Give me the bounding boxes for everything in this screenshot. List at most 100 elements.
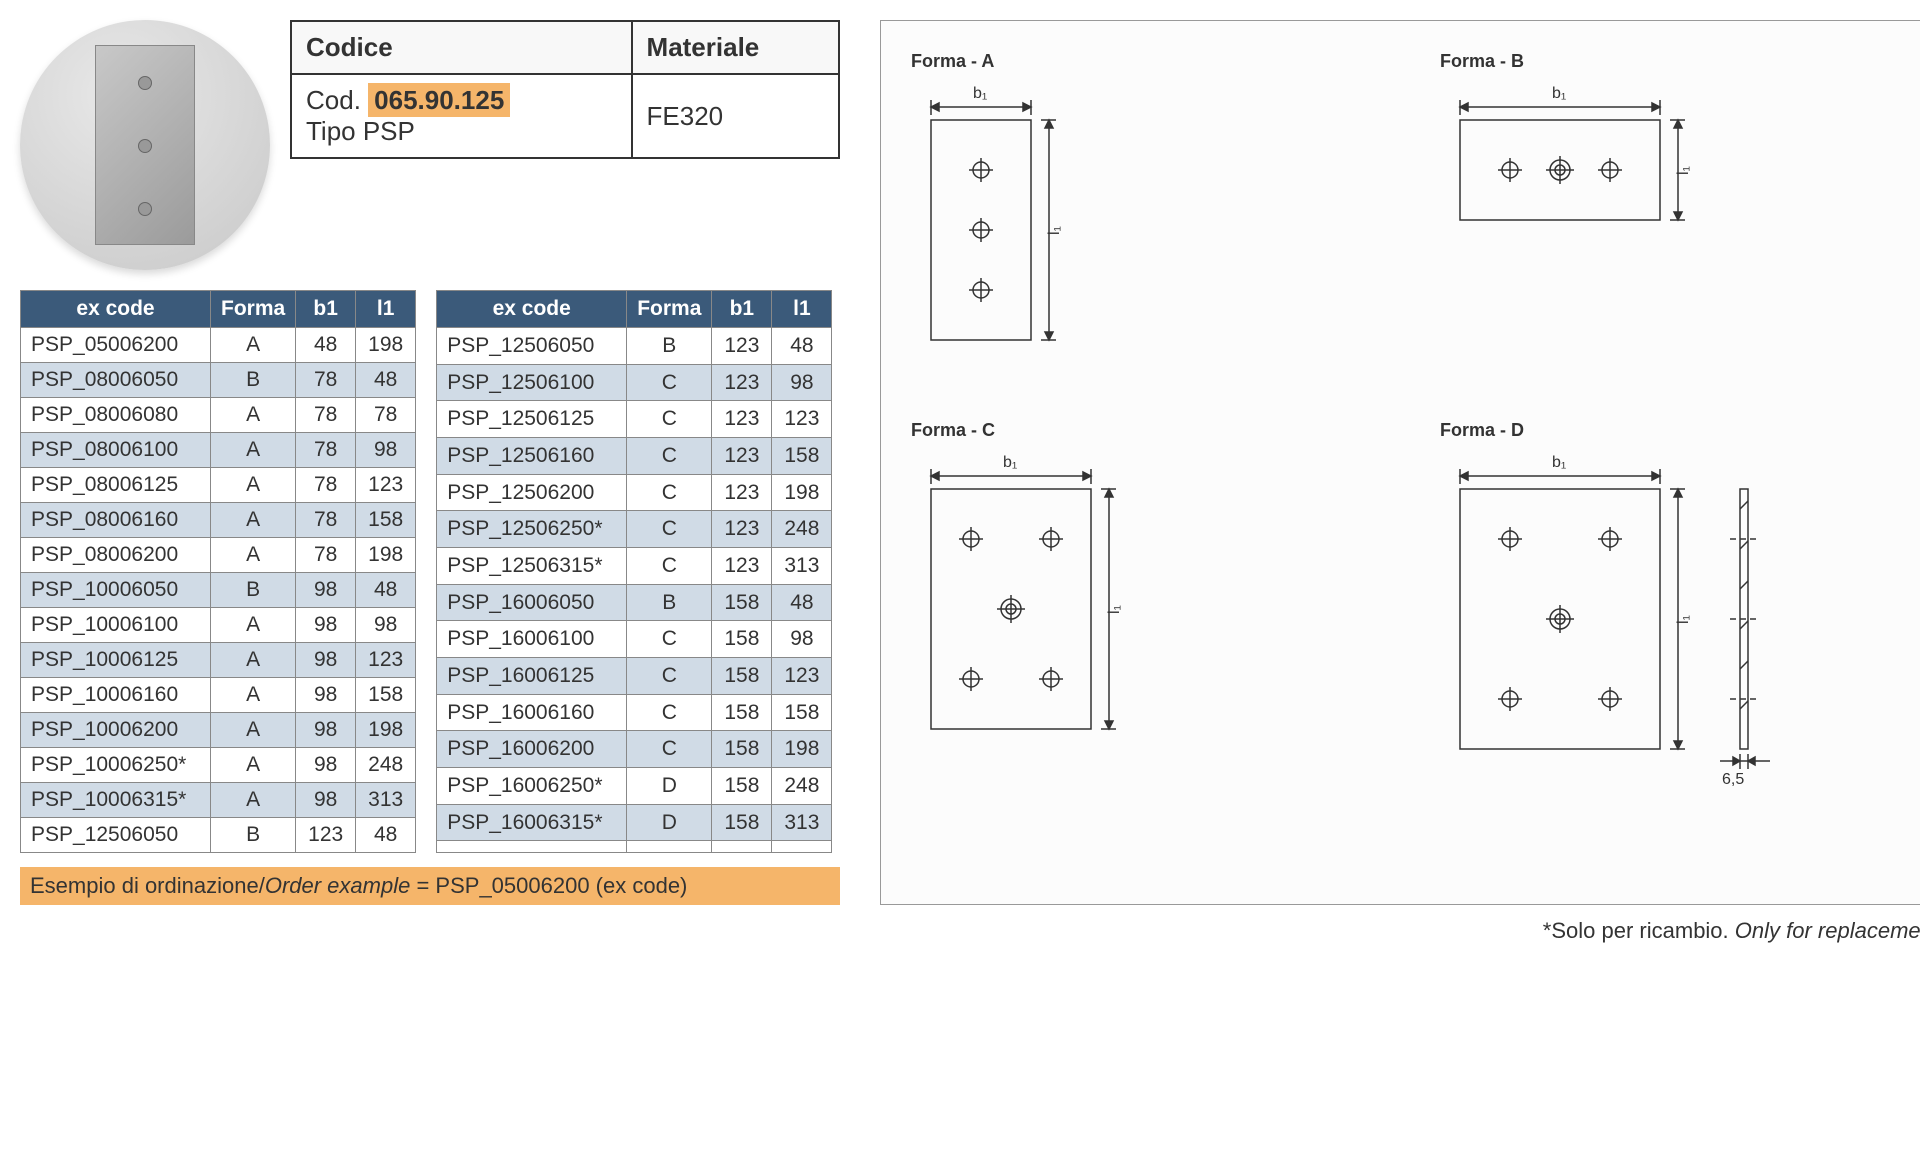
table-row: PSP_12506200C123198: [437, 474, 832, 511]
forma-c-diagram: Forma - C b₁: [911, 420, 1380, 789]
forma-a-l1: l₁: [1046, 226, 1063, 235]
table-row: PSP_16006200C158198: [437, 731, 832, 768]
cell-l1: 198: [772, 731, 832, 768]
cell-code: PSP_16006160: [437, 694, 627, 731]
cell-code: PSP_08006050: [21, 363, 211, 398]
cell-forma: A: [211, 398, 296, 433]
cell-forma: [627, 841, 712, 853]
forma-c-b1: b₁: [1003, 454, 1017, 471]
data-table-left: ex code Forma b1 l1 PSP_05006200A48198PS…: [20, 290, 416, 853]
cell-code: PSP_16006200: [437, 731, 627, 768]
cell-b1: 123: [712, 548, 772, 585]
table-row: PSP_10006160A98158: [21, 678, 416, 713]
cell-forma: D: [627, 768, 712, 805]
cell-l1: 158: [772, 438, 832, 475]
table-row: PSP_10006315*A98313: [21, 783, 416, 818]
cell-b1: 123: [712, 364, 772, 401]
cell-b1: 123: [712, 401, 772, 438]
cell-forma: A: [211, 713, 296, 748]
forma-d-diagram: Forma - D b₁: [1440, 420, 1909, 789]
cell-forma: C: [627, 401, 712, 438]
cell-forma: A: [211, 538, 296, 573]
forma-d-thickness: 6,5: [1722, 771, 1744, 788]
cell-l1: 98: [356, 433, 416, 468]
cell-b1: 123: [712, 328, 772, 365]
cell-forma: A: [211, 783, 296, 818]
cell-b1: 78: [296, 398, 356, 433]
cell-code: PSP_10006125: [21, 643, 211, 678]
table-row: PSP_16006250*D158248: [437, 768, 832, 805]
table-row: PSP_08006160A78158: [21, 503, 416, 538]
cell-b1: 123: [296, 818, 356, 853]
cell-l1: 78: [356, 398, 416, 433]
cell-b1: 158: [712, 621, 772, 658]
cell-code: PSP_12506100: [437, 364, 627, 401]
cell-b1: 98: [296, 608, 356, 643]
materiale-header: Materiale: [632, 21, 839, 74]
forma-c-l1: l₁: [1106, 605, 1123, 614]
forma-a-b1: b₁: [973, 85, 987, 102]
table-row: PSP_12506160C123158: [437, 438, 832, 475]
table-row: PSP_08006050B7848: [21, 363, 416, 398]
cell-l1: 98: [772, 621, 832, 658]
cell-code: PSP_10006050: [21, 573, 211, 608]
cell-forma: A: [211, 748, 296, 783]
cell-code: PSP_12506125: [437, 401, 627, 438]
cell-b1: 158: [712, 658, 772, 695]
forma-c-title: Forma - C: [911, 420, 1380, 441]
footnote-it: *Solo per ricambio.: [1543, 918, 1729, 943]
cell-forma: A: [211, 643, 296, 678]
cell-code: PSP_16006125: [437, 658, 627, 695]
table-row: PSP_12506050B12348: [21, 818, 416, 853]
cell-l1: 248: [356, 748, 416, 783]
cell-forma: B: [211, 818, 296, 853]
cell-b1: 78: [296, 363, 356, 398]
cell-code: PSP_12506050: [437, 328, 627, 365]
cell-l1: 313: [772, 548, 832, 585]
forma-a-diagram: Forma - A b₁: [911, 51, 1380, 360]
table-row: PSP_08006100A7898: [21, 433, 416, 468]
table-row: PSP_12506315*C123313: [437, 548, 832, 585]
forma-b-l1: l₁: [1675, 166, 1692, 175]
cell-forma: C: [627, 658, 712, 695]
table-row: PSP_05006200A48198: [21, 328, 416, 363]
cell-code: PSP_10006250*: [21, 748, 211, 783]
cell-code: PSP_12506050: [21, 818, 211, 853]
forma-b-b1: b₁: [1552, 85, 1566, 102]
cell-forma: C: [627, 694, 712, 731]
cell-l1: 123: [772, 658, 832, 695]
cell-b1: 158: [712, 731, 772, 768]
tipo: Tipo PSP: [306, 116, 415, 146]
col-b1: b1: [296, 291, 356, 328]
cell-forma: B: [627, 328, 712, 365]
cell-l1: 313: [772, 804, 832, 841]
table-row: PSP_10006050B9848: [21, 573, 416, 608]
col-forma: Forma: [627, 291, 712, 328]
table-row: PSP_16006160C158158: [437, 694, 832, 731]
cod-value: 065.90.125: [368, 83, 510, 117]
cell-code: PSP_12506160: [437, 438, 627, 475]
diagrams-panel: Forma - A b₁: [880, 20, 1920, 905]
table-row: PSP_10006100A9898: [21, 608, 416, 643]
cell-forma: C: [627, 474, 712, 511]
table-row: PSP_16006050B15848: [437, 584, 832, 621]
cell-b1: 98: [296, 678, 356, 713]
table-row: PSP_12506100C12398: [437, 364, 832, 401]
table-row: PSP_08006080A7878: [21, 398, 416, 433]
cell-code: PSP_08006100: [21, 433, 211, 468]
table-row: PSP_08006200A78198: [21, 538, 416, 573]
cell-code: PSP_08006080: [21, 398, 211, 433]
cell-forma: B: [211, 573, 296, 608]
cell-b1: 123: [712, 474, 772, 511]
cell-l1: 158: [356, 678, 416, 713]
cell-forma: A: [211, 468, 296, 503]
order-label-en: Order example: [265, 873, 411, 898]
cell-l1: 158: [772, 694, 832, 731]
cell-l1: 123: [356, 643, 416, 678]
table-row: PSP_12506250*C123248: [437, 511, 832, 548]
cell-l1: 48: [356, 363, 416, 398]
product-image: [20, 20, 270, 270]
cell-l1: 48: [356, 573, 416, 608]
forma-d-title: Forma - D: [1440, 420, 1909, 441]
cell-code: PSP_16006050: [437, 584, 627, 621]
